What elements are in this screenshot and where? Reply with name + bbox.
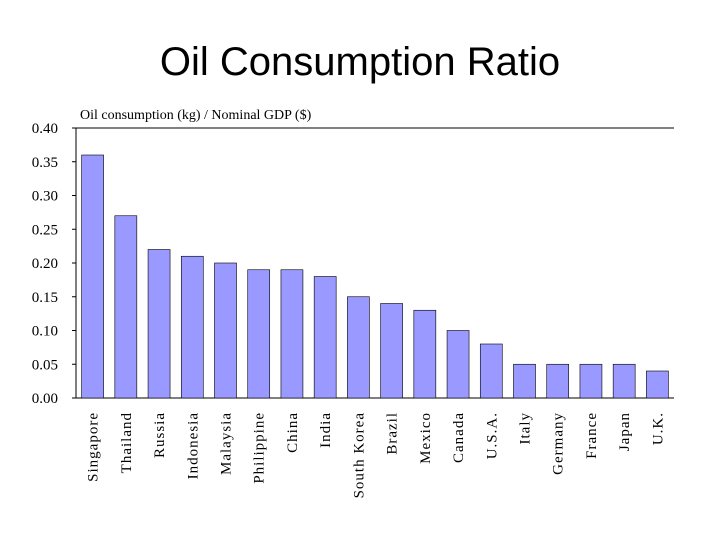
bar-indonesia bbox=[180, 255, 204, 399]
x-tick-label: Italy bbox=[518, 412, 534, 445]
y-tick-label: 0.00 bbox=[32, 391, 58, 407]
x-tick-label: Singapore bbox=[86, 412, 102, 482]
x-tick-label: India bbox=[318, 412, 334, 448]
bar-thailand bbox=[114, 215, 138, 399]
bar-brazil bbox=[380, 303, 403, 399]
bar-italy bbox=[513, 363, 536, 399]
bar-malaysia bbox=[214, 262, 237, 399]
x-tick-label: Brazil bbox=[385, 412, 401, 455]
bar-south-korea bbox=[347, 296, 370, 399]
bar-germany bbox=[546, 363, 570, 399]
y-tick-label: 0.30 bbox=[32, 189, 58, 205]
x-tick-label: Japan bbox=[617, 412, 633, 451]
y-tick-label: 0.40 bbox=[32, 121, 58, 137]
bar-mexico bbox=[413, 309, 437, 399]
x-tick-label: Philippine bbox=[252, 412, 268, 484]
x-tick-label: Germany bbox=[551, 412, 567, 475]
bar-india bbox=[313, 276, 337, 399]
bar-france bbox=[579, 363, 603, 399]
bar-u-k bbox=[646, 370, 669, 399]
x-tick-label: U.K. bbox=[650, 412, 666, 445]
x-tick-label: U.S.A. bbox=[484, 412, 500, 459]
bar-japan bbox=[612, 363, 636, 399]
y-tick-label: 0.20 bbox=[32, 256, 58, 272]
x-tick-label: Canada bbox=[451, 412, 467, 463]
y-tick-label: 0.25 bbox=[32, 222, 58, 238]
y-axis-label: Oil consumption (kg) / Nominal GDP ($) bbox=[80, 108, 312, 123]
x-tick-label: South Korea bbox=[351, 412, 367, 498]
bar-china bbox=[280, 269, 304, 399]
x-tick-label: France bbox=[584, 412, 600, 459]
x-tick-label: Indonesia bbox=[185, 412, 201, 479]
x-axis-labels: Singapore Thailand Russia Indonesia Malaysia… bbox=[86, 412, 667, 498]
x-tick-label: China bbox=[285, 412, 301, 453]
x-tick-label: Thailand bbox=[119, 412, 135, 473]
y-tick-label: 0.15 bbox=[32, 290, 58, 306]
y-tick-label: 0.10 bbox=[32, 324, 58, 340]
bar-u-s-a bbox=[479, 343, 503, 399]
bar-russia bbox=[147, 249, 171, 399]
slide-title: Oil Consumption Ratio bbox=[159, 40, 561, 84]
x-tick-label: Malaysia bbox=[219, 412, 235, 475]
bar-canada bbox=[446, 330, 470, 399]
y-tick-label: 0.05 bbox=[32, 357, 58, 373]
y-axis-ticks: 0.00 0.05 0.10 0.15 0.20 0.25 0.30 0.35 0.40 bbox=[32, 121, 76, 407]
y-tick-label: 0.35 bbox=[32, 155, 58, 171]
bar-singapore bbox=[81, 154, 104, 399]
bars bbox=[81, 154, 669, 399]
x-tick-label: Mexico bbox=[418, 412, 434, 464]
bar-philippine bbox=[247, 269, 271, 399]
x-tick-label: Russia bbox=[152, 412, 168, 458]
